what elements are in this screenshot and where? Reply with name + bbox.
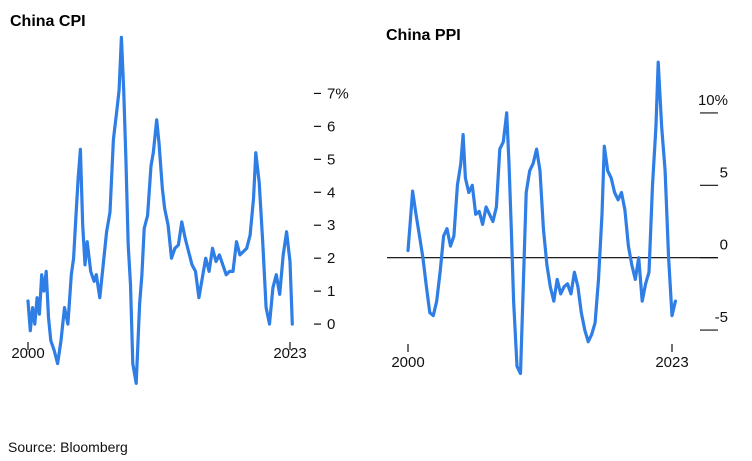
cpi-y-tick-label: 2 (327, 250, 335, 267)
cpi-y-tick-label: 4 (327, 184, 335, 201)
ppi-y-tick-label: -5 (715, 309, 728, 326)
cpi-panel: China CPI 0 1 2 3 4 5 6 7% 2000 2023 (10, 13, 349, 385)
ppi-y-tick-label: 5 (720, 164, 728, 181)
cpi-y-tick-label: 1 (327, 283, 335, 300)
source-note: Source: Bloomberg (8, 439, 128, 455)
cpi-y-axis: 0 1 2 3 4 5 6 7% (314, 85, 349, 333)
ppi-series-line (406, 60, 678, 376)
cpi-x-axis: 2000 2023 (11, 342, 307, 362)
ppi-chart-title: China PPI (386, 27, 461, 44)
ppi-x-axis: 2000 2023 (391, 344, 689, 371)
ppi-x-tick-label: 2023 (655, 354, 688, 371)
ppi-panel: China PPI -5 0 5 10% 2000 2023 (386, 27, 728, 376)
cpi-y-tick-label: 5 (327, 151, 335, 168)
cpi-series-line (26, 35, 294, 385)
cpi-chart-title: China CPI (10, 13, 86, 30)
cpi-y-tick-label: 3 (327, 217, 335, 234)
cpi-y-tick-label: 7% (327, 85, 349, 102)
cpi-y-tick-label: 6 (327, 118, 335, 135)
cpi-x-tick-label: 2023 (273, 345, 306, 362)
ppi-y-tick-label: 10% (698, 92, 728, 109)
cpi-x-tick-label: 2000 (11, 345, 44, 362)
ppi-y-axis: -5 0 5 10% (698, 92, 728, 331)
ppi-y-tick-label: 0 (720, 237, 728, 254)
cpi-y-tick-label: 0 (327, 316, 335, 333)
ppi-x-tick-label: 2000 (391, 354, 424, 371)
